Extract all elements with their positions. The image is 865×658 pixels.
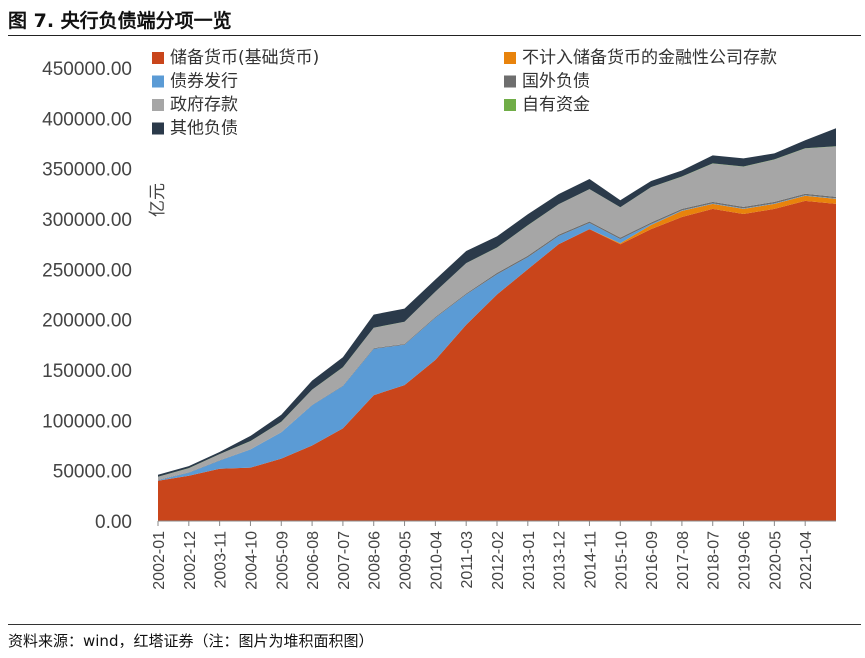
legend-label: 债券发行 — [170, 72, 238, 92]
x-tick-label: 2004-10 — [244, 531, 261, 590]
legend-label: 国外负债 — [522, 72, 590, 92]
x-tick-label: 2014-11 — [583, 531, 600, 589]
x-tick-label: 2016-09 — [644, 531, 661, 590]
x-tick-label: 2013-12 — [552, 531, 569, 590]
y-axis-label: 亿元 — [148, 183, 168, 217]
x-tick-label: 2011-03 — [459, 531, 476, 589]
legend-label: 储备货币(基础货币) — [170, 48, 319, 68]
x-tick-label: 2019-06 — [737, 531, 754, 590]
legend-swatch — [504, 52, 516, 64]
area-series-1 — [158, 200, 836, 521]
legend-swatch — [504, 99, 516, 111]
x-tick-label: 2017-08 — [675, 531, 692, 590]
area-series-5 — [158, 146, 836, 480]
figure-title: 图 7. 央行负债端分项一览 — [8, 10, 232, 32]
y-tick-label: 400000.00 — [42, 109, 132, 130]
x-tick-label: 2013-01 — [521, 531, 538, 590]
x-tick-label: 2005-09 — [274, 531, 291, 590]
y-tick-label: 50000.00 — [53, 462, 132, 483]
y-tick-label: 0.00 — [95, 512, 132, 533]
legend-swatch — [152, 122, 164, 135]
x-tick-label: 2020-05 — [767, 531, 784, 590]
y-tick-label: 200000.00 — [42, 311, 132, 332]
x-tick-label: 2008-06 — [367, 531, 384, 590]
title-rule — [8, 35, 861, 36]
x-tick-label: 2021-04 — [798, 531, 815, 590]
y-tick-label: 150000.00 — [42, 361, 132, 382]
x-tick-label: 2002-01 — [151, 531, 168, 590]
legend-swatch — [152, 52, 164, 64]
legend-swatch — [152, 75, 164, 88]
y-tick-label: 100000.00 — [42, 411, 132, 432]
x-tick-label: 2003-11 — [213, 531, 230, 589]
x-tick-label: 2010-04 — [428, 531, 445, 590]
area-series-3 — [158, 195, 836, 481]
x-tick-label: 2007-07 — [336, 531, 353, 590]
source-rule — [8, 624, 861, 625]
y-tick-label: 250000.00 — [42, 260, 132, 281]
x-tick-label: 2015-10 — [613, 531, 630, 590]
x-tick-label: 2012-02 — [490, 531, 507, 590]
x-tick-label: 2002-12 — [182, 531, 199, 590]
legend-swatch — [152, 99, 164, 111]
x-tick-label: 2018-07 — [706, 531, 723, 590]
y-tick-label: 350000.00 — [42, 160, 132, 181]
source-note: 资料来源：wind，红塔证券（注：图片为堆积面积图） — [8, 632, 374, 650]
x-tick-label: 2009-05 — [398, 531, 415, 590]
legend-label: 其他负债 — [170, 119, 238, 139]
legend-label: 不计入储备货币的金融性公司存款 — [522, 48, 777, 68]
y-tick-label: 450000.00 — [42, 59, 132, 80]
legend-swatch — [504, 75, 516, 88]
y-tick-label: 300000.00 — [42, 210, 132, 231]
legend-label: 政府存款 — [170, 95, 238, 115]
stacked-area-chart: 0.00 50000.00 100000.00 150000.00 200000.00 2… — [42, 48, 836, 590]
legend-label: 自有资金 — [522, 95, 590, 115]
x-tick-label: 2006-08 — [305, 531, 322, 590]
